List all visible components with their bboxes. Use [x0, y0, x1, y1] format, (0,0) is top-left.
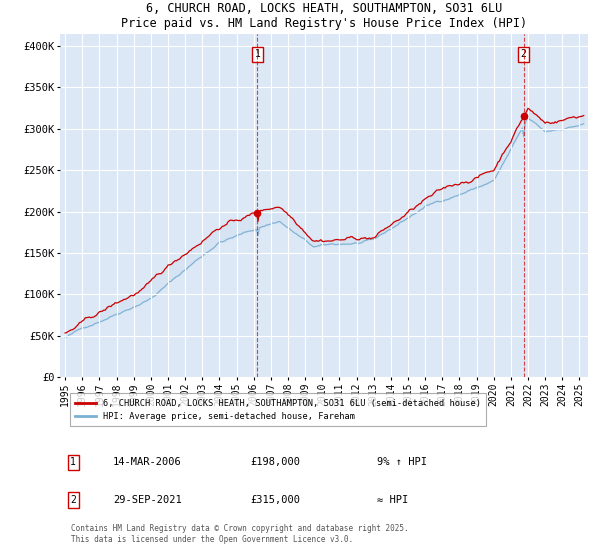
Text: 2: 2 — [521, 49, 527, 59]
Legend: 6, CHURCH ROAD, LOCKS HEATH, SOUTHAMPTON, SO31 6LU (semi-detached house), HPI: A: 6, CHURCH ROAD, LOCKS HEATH, SOUTHAMPTON… — [70, 394, 487, 426]
Text: £315,000: £315,000 — [250, 495, 300, 505]
Text: 29-SEP-2021: 29-SEP-2021 — [113, 495, 182, 505]
Text: ≈ HPI: ≈ HPI — [377, 495, 408, 505]
Text: 1: 1 — [254, 49, 260, 59]
Text: Contains HM Land Registry data © Crown copyright and database right 2025.
This d: Contains HM Land Registry data © Crown c… — [71, 524, 408, 544]
Title: 6, CHURCH ROAD, LOCKS HEATH, SOUTHAMPTON, SO31 6LU
Price paid vs. HM Land Regist: 6, CHURCH ROAD, LOCKS HEATH, SOUTHAMPTON… — [121, 2, 527, 30]
Text: 9% ↑ HPI: 9% ↑ HPI — [377, 458, 427, 468]
Text: 14-MAR-2006: 14-MAR-2006 — [113, 458, 182, 468]
Text: £198,000: £198,000 — [250, 458, 300, 468]
Text: 2: 2 — [70, 495, 76, 505]
Text: 1: 1 — [70, 458, 76, 468]
